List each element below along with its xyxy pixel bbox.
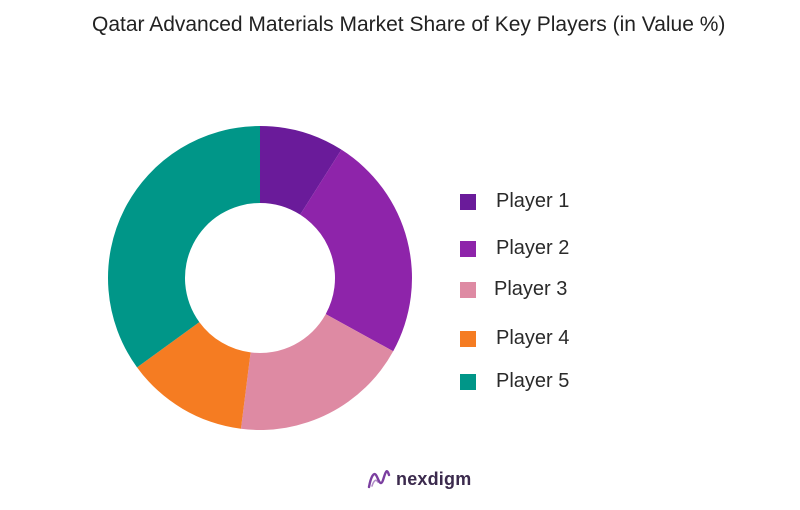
- legend-label-player-1: Player 1: [496, 190, 570, 212]
- donut-slice-player-5[interactable]: [108, 126, 260, 368]
- donut-slice-player-1[interactable]: [260, 126, 342, 215]
- donut-slice-player-3[interactable]: [240, 314, 394, 430]
- legend-swatch-player-5: [460, 374, 476, 390]
- legend-swatch-player-4: [460, 331, 476, 347]
- chart-title: Qatar Advanced Materials Market Share of…: [92, 13, 726, 36]
- legend-item-player-3[interactable]: Player 3: [460, 274, 660, 304]
- donut-chart: [108, 126, 412, 430]
- brand-name: nexdigm: [396, 469, 472, 489]
- legend-label-player-5: Player 5: [496, 370, 570, 392]
- legend-swatch-player-3: [460, 282, 476, 298]
- legend-item-player-2[interactable]: Player 2: [460, 233, 660, 263]
- legend-item-player-5[interactable]: Player 5: [460, 366, 660, 396]
- nexdigm-logo-icon: [367, 470, 391, 489]
- legend-label-player-3: Player 3: [494, 278, 568, 300]
- legend-swatch-player-1: [460, 194, 476, 210]
- donut-slice-player-2[interactable]: [300, 149, 412, 352]
- legend-item-player-1[interactable]: Player 1: [460, 186, 660, 216]
- legend-label-player-4: Player 4: [496, 327, 570, 349]
- legend-item-player-4[interactable]: Player 4: [460, 323, 660, 353]
- donut-slice-player-4[interactable]: [137, 322, 251, 429]
- legend-swatch-player-2: [460, 241, 476, 257]
- legend-label-player-2: Player 2: [496, 237, 570, 259]
